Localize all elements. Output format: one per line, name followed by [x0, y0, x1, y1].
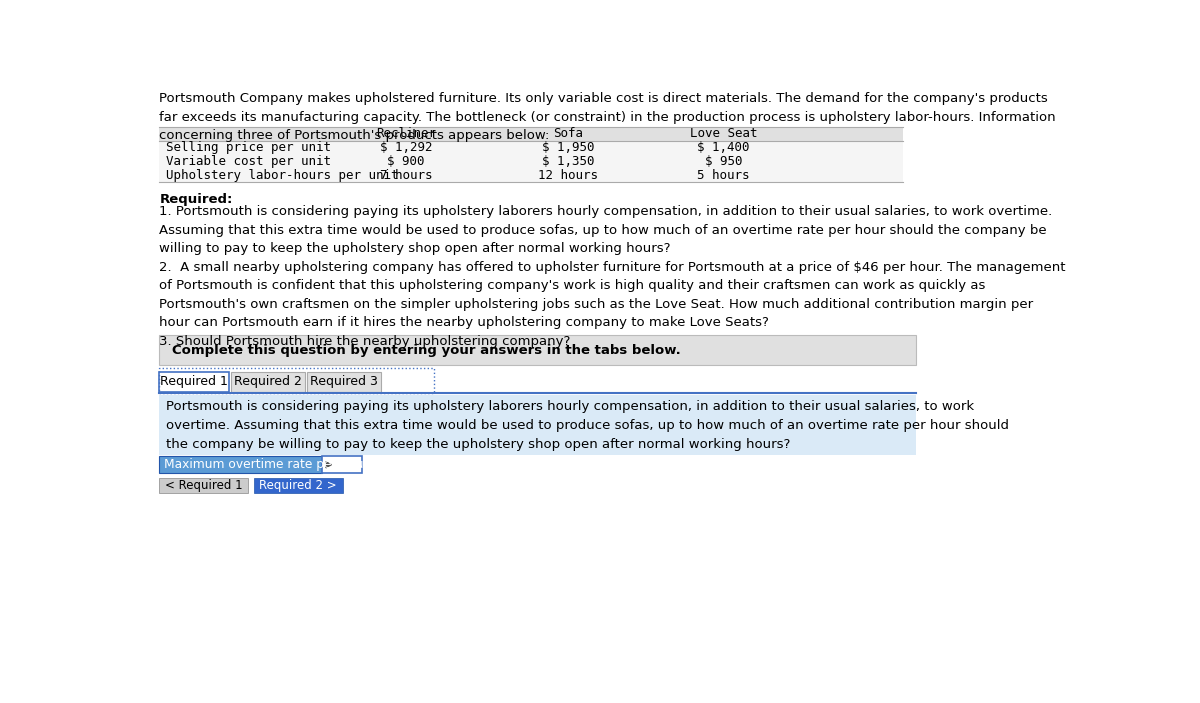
Text: Recliner: Recliner	[376, 127, 436, 140]
Text: < Required 1: < Required 1	[164, 479, 242, 492]
Bar	[160, 168, 904, 182]
Text: 1. Portsmouth is considering paying its upholstery laborers hourly compensation,: 1. Portsmouth is considering paying its …	[160, 205, 1066, 348]
Text: Required 2 >: Required 2 >	[259, 479, 337, 492]
Text: Required 3: Required 3	[311, 375, 378, 388]
Text: Maximum overtime rate per hour: Maximum overtime rate per hour	[164, 458, 368, 471]
Bar	[160, 368, 434, 393]
Text: Selling price per unit: Selling price per unit	[166, 141, 330, 154]
Bar	[232, 372, 305, 392]
Text: Portsmouth Company makes upholstered furniture. Its only variable cost is direct: Portsmouth Company makes upholstered fur…	[160, 92, 1056, 142]
Text: $ 1,292: $ 1,292	[379, 141, 432, 154]
Text: Variable cost per unit: Variable cost per unit	[166, 155, 330, 168]
Text: $ 950: $ 950	[704, 155, 743, 168]
Bar	[160, 127, 904, 141]
Polygon shape	[326, 462, 331, 467]
Bar	[160, 478, 248, 494]
Text: Upholstery labor-hours per unit: Upholstery labor-hours per unit	[166, 169, 398, 181]
Text: Required 1: Required 1	[161, 375, 228, 388]
Bar	[307, 372, 380, 392]
Bar	[160, 155, 904, 168]
Bar	[160, 372, 229, 392]
Bar	[160, 394, 916, 455]
Text: Portsmouth is considering paying its upholstery laborers hourly compensation, in: Portsmouth is considering paying its uph…	[166, 400, 1008, 451]
Text: $ 900: $ 900	[386, 155, 425, 168]
Text: Love Seat: Love Seat	[690, 127, 757, 140]
Bar	[160, 456, 322, 473]
Text: $ 1,950: $ 1,950	[542, 141, 595, 154]
Text: 7 hours: 7 hours	[379, 169, 432, 181]
Bar	[254, 478, 343, 494]
Bar	[160, 141, 904, 155]
Text: 12 hours: 12 hours	[539, 169, 599, 181]
Text: Complete this question by entering your answers in the tabs below.: Complete this question by entering your …	[172, 344, 680, 356]
Text: $ 1,400: $ 1,400	[697, 141, 750, 154]
Text: Required:: Required:	[160, 193, 233, 206]
Text: 5 hours: 5 hours	[697, 169, 750, 181]
Bar	[160, 335, 916, 366]
Text: Required 2: Required 2	[234, 375, 302, 388]
Text: $ 1,350: $ 1,350	[542, 155, 595, 168]
Bar	[322, 456, 362, 473]
Text: Sofa: Sofa	[553, 127, 583, 140]
